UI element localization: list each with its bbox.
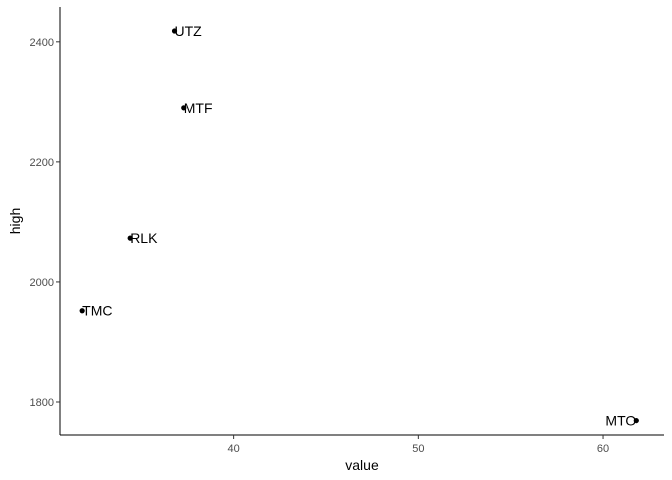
axes [59,7,664,436]
y-tick-label: 2000 [30,277,54,289]
x-tick-label: 60 [597,443,609,455]
y-ticks: 1800 2000 2200 2400 [30,37,60,409]
data-point [171,28,178,34]
data-point [79,308,85,314]
point-label: UTZ [175,23,203,39]
y-tick-label: 2400 [30,37,54,49]
point-label: RLK [130,230,158,246]
x-tick-label: 50 [412,443,424,455]
data-point [127,235,133,241]
x-ticks: 40 50 60 [228,435,609,455]
y-tick-label: 2200 [30,157,54,169]
y-tick-label: 1800 [30,397,54,409]
data-points: UTZ MTF RLK TMC MTO [79,23,639,429]
point-label: TMC [82,303,112,319]
point-label: MTO [605,413,636,429]
point-label: MTF [184,100,213,116]
data-point [181,105,187,111]
data-point [633,417,639,424]
x-axis-title: value [345,457,379,473]
x-tick-label: 40 [228,443,240,455]
y-axis-title: high [7,208,23,234]
